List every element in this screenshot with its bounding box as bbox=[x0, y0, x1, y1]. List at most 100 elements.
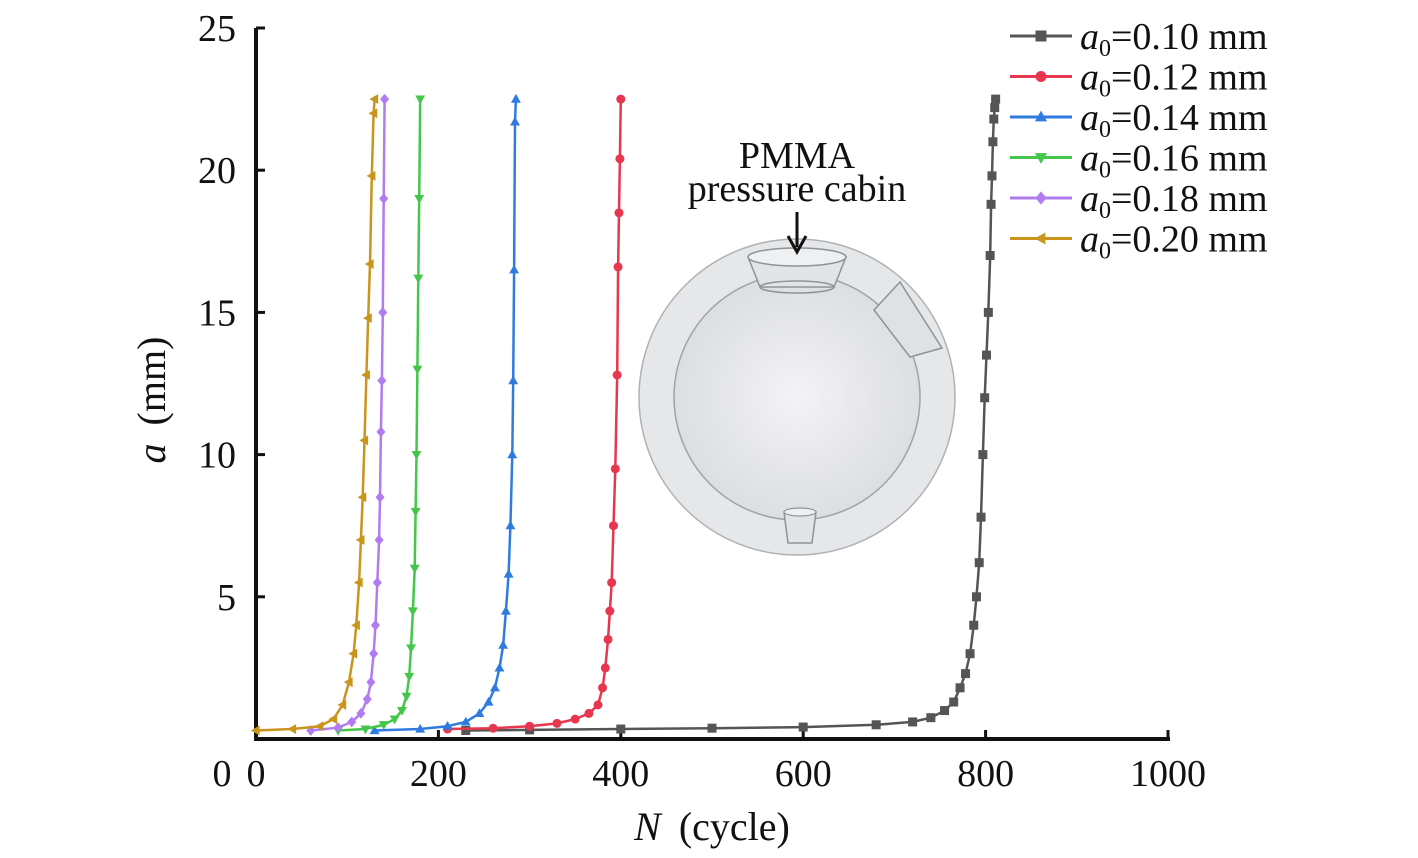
ticks: 0 200 400 600 800 1000 0 5 10 15 20 25 bbox=[198, 8, 1206, 795]
data-point bbox=[488, 723, 498, 733]
legend-symbol: a bbox=[1080, 16, 1099, 58]
data-point bbox=[406, 644, 416, 654]
data-point bbox=[380, 93, 390, 105]
legend-symbol: a bbox=[1080, 219, 1099, 261]
pmma-pressure-cabin-illustration: PMMA pressure cabin bbox=[638, 135, 956, 556]
data-point bbox=[328, 714, 338, 725]
x-axis-unit: (cycle) bbox=[679, 804, 790, 849]
data-point bbox=[372, 577, 382, 588]
data-point bbox=[413, 274, 424, 284]
x-tick-label: 800 bbox=[957, 753, 1014, 795]
data-point bbox=[982, 350, 992, 360]
data-point bbox=[798, 722, 808, 732]
data-point bbox=[978, 450, 988, 460]
data-point bbox=[908, 717, 918, 727]
data-point bbox=[616, 94, 626, 104]
legend-value: =0.12 mm bbox=[1111, 57, 1268, 99]
data-point bbox=[377, 375, 387, 387]
legend-item: a0=0.12 mm bbox=[1010, 57, 1268, 103]
legend-value: =0.18 mm bbox=[1111, 178, 1268, 220]
data-point bbox=[337, 699, 347, 710]
data-point bbox=[974, 558, 984, 568]
data-point bbox=[412, 365, 423, 375]
y-axis-symbol: a bbox=[129, 443, 174, 463]
legend-item: a0=0.18 mm bbox=[1010, 178, 1268, 224]
data-point bbox=[370, 619, 380, 631]
data-point bbox=[361, 370, 370, 380]
data-point bbox=[988, 137, 998, 147]
legend-marker bbox=[1035, 191, 1047, 205]
x-tick-label: 0 bbox=[247, 753, 266, 795]
legend-item: a0=0.16 mm bbox=[1010, 138, 1268, 184]
data-point bbox=[414, 195, 425, 204]
x-tick-label: 600 bbox=[775, 753, 832, 795]
data-point bbox=[379, 193, 389, 205]
legend-subscript: 0 bbox=[1099, 198, 1111, 224]
legend-marker bbox=[1035, 30, 1047, 42]
data-point bbox=[613, 262, 623, 272]
data-point bbox=[600, 663, 610, 673]
data-point bbox=[360, 725, 371, 735]
legend-symbol: a bbox=[1080, 138, 1099, 180]
data-point bbox=[333, 722, 343, 734]
data-point bbox=[389, 715, 400, 725]
data-point bbox=[348, 648, 358, 659]
series-layer bbox=[250, 93, 1001, 736]
data-point bbox=[584, 708, 594, 718]
data-point bbox=[366, 170, 376, 181]
data-point bbox=[610, 464, 620, 474]
data-point bbox=[525, 721, 535, 731]
series-line bbox=[255, 99, 376, 732]
data-point bbox=[507, 449, 518, 459]
legend-symbol: a bbox=[1080, 178, 1099, 220]
data-point bbox=[612, 370, 622, 380]
legend-marker bbox=[1034, 232, 1046, 245]
data-point bbox=[926, 713, 936, 723]
legend-value: =0.14 mm bbox=[1111, 97, 1268, 139]
data-point bbox=[949, 697, 959, 707]
data-point bbox=[965, 649, 975, 659]
data-point bbox=[955, 683, 965, 693]
data-point bbox=[369, 648, 379, 660]
data-point bbox=[605, 606, 615, 616]
legend-subscript: 0 bbox=[1099, 239, 1111, 265]
legend-subscript: 0 bbox=[1099, 117, 1111, 143]
data-point bbox=[442, 721, 453, 730]
annotation-arrow-head bbox=[786, 235, 808, 256]
data-point bbox=[460, 716, 471, 726]
series-line bbox=[338, 99, 422, 732]
legend-subscript: 0 bbox=[1099, 36, 1111, 62]
data-point bbox=[509, 264, 520, 274]
data-point bbox=[552, 718, 562, 728]
axes bbox=[254, 28, 1170, 741]
data-point bbox=[991, 94, 1001, 104]
x-axis-symbol: N bbox=[633, 804, 663, 849]
x-tick-label: 1000 bbox=[1130, 753, 1206, 795]
series-2 bbox=[443, 94, 626, 734]
y-tick-label: 10 bbox=[198, 435, 236, 477]
data-point bbox=[353, 577, 363, 588]
legend-value: =0.16 mm bbox=[1111, 138, 1268, 180]
legend-label: a0=0.12 mm bbox=[1080, 57, 1268, 103]
data-point bbox=[404, 672, 415, 682]
data-point bbox=[347, 716, 357, 728]
data-point bbox=[368, 108, 378, 119]
data-point bbox=[494, 662, 505, 672]
data-point bbox=[616, 724, 626, 734]
legend-item: a0=0.14 mm bbox=[1010, 97, 1268, 143]
y-tick-label: 15 bbox=[198, 292, 236, 334]
data-point bbox=[985, 251, 995, 261]
series-line bbox=[310, 99, 386, 732]
data-point bbox=[503, 568, 514, 578]
legend-label: a0=0.16 mm bbox=[1080, 138, 1268, 184]
data-point bbox=[508, 375, 519, 385]
data-point bbox=[510, 116, 520, 126]
y-tick-label: 25 bbox=[198, 8, 236, 50]
y-axis-title: a (mm) bbox=[129, 337, 174, 464]
series-line bbox=[447, 99, 623, 731]
x-axis-title: N (cycle) bbox=[633, 804, 790, 849]
data-point bbox=[474, 708, 485, 718]
data-point bbox=[343, 677, 353, 688]
data-point bbox=[374, 534, 384, 546]
